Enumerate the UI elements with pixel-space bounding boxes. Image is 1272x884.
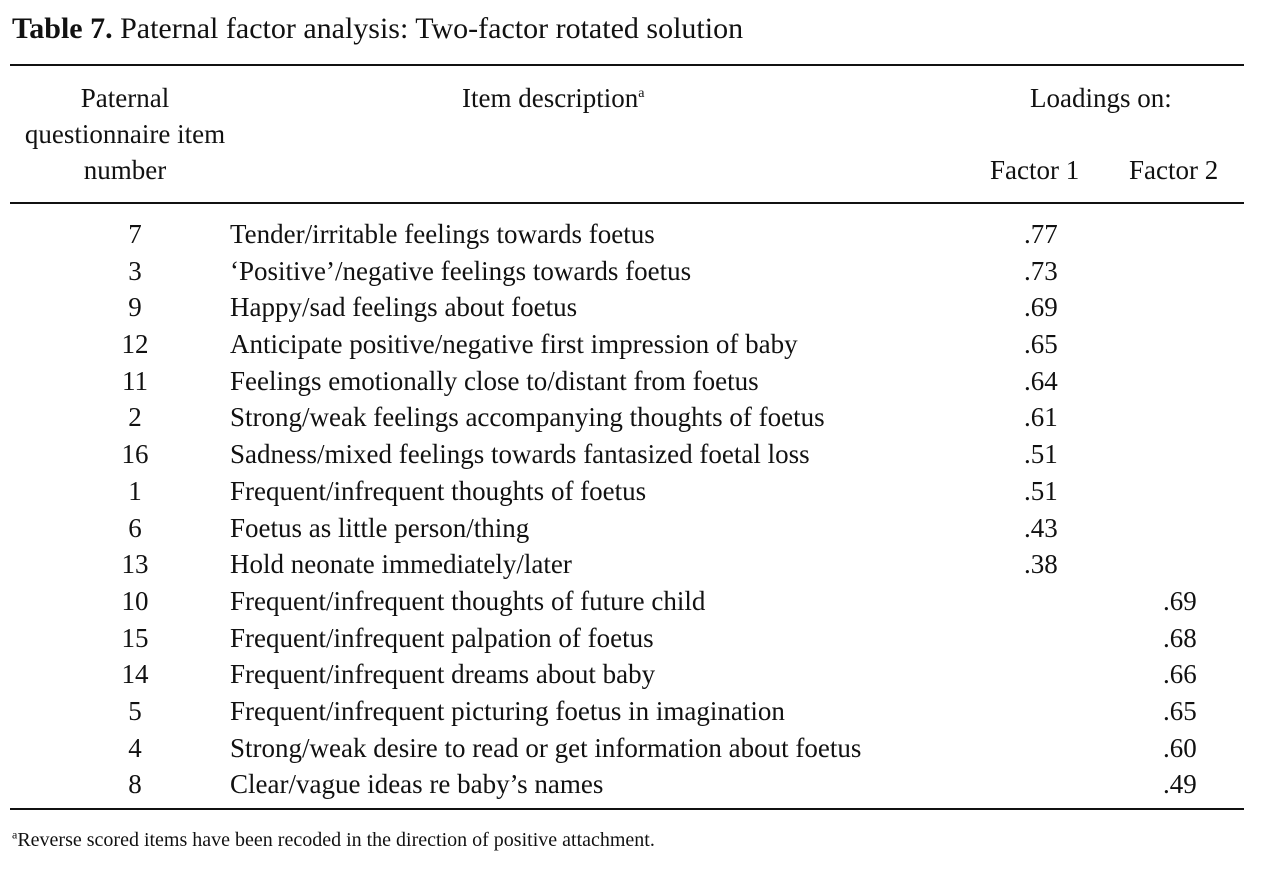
item-description: Sadness/mixed feelings towards fantasize… bbox=[230, 439, 810, 470]
item-number: 5 bbox=[128, 695, 142, 726]
item-description: Foetus as little person/thing bbox=[230, 512, 530, 543]
footnote-text: Reverse scored items have been recoded i… bbox=[17, 829, 655, 851]
footnote-marker: a bbox=[12, 827, 18, 842]
item-description: Anticipate positive/negative first impre… bbox=[230, 329, 798, 360]
table-row: 8 Clear/vague ideas re baby’s names .49 bbox=[0, 766, 1272, 803]
table-footnote: aReverse scored items have been recoded … bbox=[12, 826, 655, 854]
item-number: 8 bbox=[128, 769, 142, 800]
factor-1-loading: .73 bbox=[1024, 255, 1058, 286]
factor-1-loading: .69 bbox=[1024, 292, 1058, 323]
table-row: 10 Frequent/infrequent thoughts of future… bbox=[0, 583, 1272, 620]
header-factor-1: Factor 1 bbox=[990, 155, 1080, 185]
table-body: 7 Tender/irritable feelings towards foetu… bbox=[0, 216, 1272, 803]
item-number: 6 bbox=[128, 512, 142, 543]
header-loadings: Loadings on: bbox=[1030, 83, 1172, 113]
item-number: 15 bbox=[121, 622, 149, 653]
top-rule bbox=[10, 64, 1244, 66]
item-description: Hold neonate immediately/later bbox=[230, 549, 572, 580]
header-footnote-marker: a bbox=[638, 86, 645, 101]
item-number: 7 bbox=[128, 219, 142, 249]
header-rule bbox=[10, 202, 1244, 204]
item-description: Frequent/infrequent picturing foetus in … bbox=[230, 695, 785, 726]
table-row: 14 Frequent/infrequent dreams about baby.… bbox=[0, 656, 1272, 693]
table-row: 9 Happy/sad feelings about foetus .69 bbox=[0, 289, 1272, 326]
table-row: 6 Foetus as little person/thing .43 bbox=[0, 510, 1272, 547]
table-row: 3 ‘Positive’/negative feelings towards fo… bbox=[0, 253, 1272, 290]
factor-1-loading: .38 bbox=[1024, 549, 1058, 580]
item-description: Tender/irritable feelings towards foetus bbox=[230, 219, 655, 249]
item-description: Strong/weak feelings accompanying though… bbox=[230, 402, 825, 433]
item-description: ‘Positive’/negative feelings towards foe… bbox=[230, 255, 692, 286]
item-number: 2 bbox=[128, 402, 142, 433]
table-title: Paternal factor analysis: Two-factor rot… bbox=[112, 12, 744, 45]
table-row: 11 Feelings emotionally close to/distant … bbox=[0, 363, 1272, 400]
table-row: 16 Sadness/mixed feelings towards fantasi… bbox=[0, 436, 1272, 473]
item-number: 1 bbox=[128, 475, 142, 506]
factor-1-loading: .51 bbox=[1024, 439, 1058, 470]
item-description: Strong/weak desire to read or get inform… bbox=[230, 732, 862, 763]
table-caption: Table 7. Paternal factor analysis: Two-f… bbox=[12, 10, 743, 48]
item-number: 13 bbox=[121, 549, 149, 580]
item-description: Happy/sad feelings about foetus bbox=[230, 292, 578, 323]
item-description: Frequent/infrequent thoughts of foetus bbox=[230, 475, 647, 506]
table-row: 13 Hold neonate immediately/later .38 bbox=[0, 546, 1272, 583]
header-factor-2: Factor 2 bbox=[1129, 155, 1219, 185]
factor-2-loading: .69 bbox=[1163, 585, 1197, 616]
factor-2-loading: .68 bbox=[1163, 622, 1197, 653]
item-description: Frequent/infrequent thoughts of future c… bbox=[230, 585, 706, 616]
bottom-rule bbox=[10, 808, 1244, 810]
item-number: 14 bbox=[121, 659, 149, 690]
header-item-description: Item descriptiona bbox=[462, 80, 644, 116]
table-row: 4 Strong/weak desire to read or get infor… bbox=[0, 730, 1272, 767]
table-row: 12 Anticipate positive/negative first imp… bbox=[0, 326, 1272, 363]
item-description: Clear/vague ideas re baby’s names bbox=[230, 769, 604, 800]
table-row: 5 Frequent/infrequent picturing foetus in… bbox=[0, 693, 1272, 730]
table-row: 15 Frequent/infrequent palpation of foetu… bbox=[0, 620, 1272, 657]
factor-2-loading: .60 bbox=[1163, 732, 1197, 763]
factor-2-loading: .49 bbox=[1163, 769, 1197, 800]
factor-1-loading: .43 bbox=[1024, 512, 1058, 543]
item-number: 16 bbox=[121, 439, 149, 470]
item-number: 12 bbox=[121, 329, 149, 360]
factor-1-loading: .77 bbox=[1024, 219, 1058, 249]
table-row: 1 Frequent/infrequent thoughts of foetus.… bbox=[0, 473, 1272, 510]
item-number: 11 bbox=[122, 365, 148, 396]
factor-1-loading: .61 bbox=[1024, 402, 1058, 433]
factor-1-loading: .51 bbox=[1024, 475, 1058, 506]
factor-2-loading: .66 bbox=[1163, 659, 1197, 690]
factor-1-loading: .64 bbox=[1024, 365, 1058, 396]
factor-1-loading: .65 bbox=[1024, 329, 1058, 360]
item-number: 10 bbox=[121, 585, 149, 616]
table-row: 2 Strong/weak feelings accompanying thoug… bbox=[0, 399, 1272, 436]
item-number: 9 bbox=[128, 292, 142, 323]
item-description: Frequent/infrequent dreams about baby bbox=[230, 659, 656, 690]
table-label: Table 7. bbox=[12, 12, 113, 45]
factor-2-loading: .65 bbox=[1163, 695, 1197, 726]
item-description: Frequent/infrequent palpation of foetus bbox=[230, 622, 654, 653]
item-number: 4 bbox=[128, 732, 142, 763]
header-item-number: Paternal questionnaire item number bbox=[24, 83, 226, 185]
item-description: Feelings emotionally close to/distant fr… bbox=[230, 365, 759, 396]
header-item-description-label: Item description bbox=[462, 83, 639, 113]
item-number: 3 bbox=[128, 255, 142, 286]
table-row: 7 Tender/irritable feelings towards foetu… bbox=[0, 216, 1272, 253]
